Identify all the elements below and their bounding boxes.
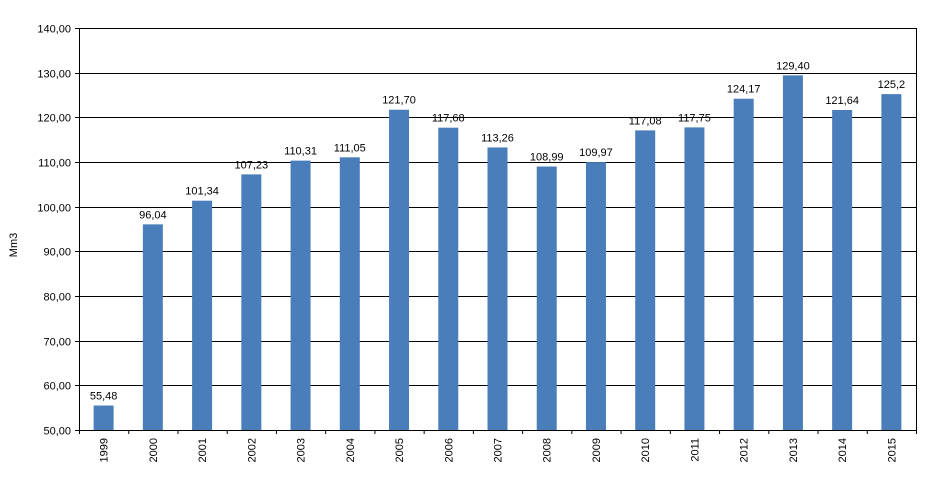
x-tick-label: 2010 — [640, 438, 652, 462]
bar-2012 — [733, 98, 754, 430]
x-tick-label: 2000 — [148, 438, 160, 462]
y-tick-label: 90,00 — [43, 247, 71, 259]
data-label-2012: 124,17 — [727, 84, 761, 96]
data-label-2009: 109,97 — [579, 147, 613, 159]
y-tick-label: 60,00 — [43, 381, 71, 393]
data-label-2014: 121,64 — [825, 95, 859, 107]
bar-2004 — [339, 157, 360, 430]
y-tick-label: 140,00 — [37, 24, 71, 36]
x-axis-ticks: 1999 2000 2001 2002 2003 2004 2005 2006 2007 2008… — [79, 430, 917, 462]
y-axis-label: Mm3 — [8, 233, 20, 257]
x-tick-label: 2011 — [689, 438, 701, 462]
data-label-2001: 101,34 — [185, 186, 219, 198]
x-tick-label: 2009 — [591, 438, 603, 462]
bar-2002 — [241, 174, 262, 430]
data-label-2011: 117,75 — [678, 112, 711, 124]
x-tick-label: 2002 — [246, 438, 258, 462]
bar-2007 — [487, 147, 508, 430]
bar-2001 — [192, 200, 213, 430]
bar-2005 — [389, 109, 410, 431]
bar-1999 — [93, 405, 114, 430]
y-tick-label: 80,00 — [43, 292, 71, 304]
data-label-2010: 117,08 — [629, 115, 662, 127]
data-label-2004: 111,05 — [334, 142, 366, 154]
bar-2009 — [585, 162, 606, 430]
x-tick-label: 2004 — [345, 438, 357, 462]
bar-2000 — [142, 224, 163, 430]
x-tick-label: 2015 — [886, 438, 898, 462]
bar-2013 — [782, 75, 803, 430]
bar-2003 — [290, 160, 311, 430]
y-tick-label: 120,00 — [37, 113, 71, 125]
bar-2006 — [438, 127, 459, 431]
x-tick-label: 2007 — [493, 438, 505, 462]
data-label-2008: 108,99 — [530, 152, 564, 164]
data-label-2003: 110,31 — [284, 146, 317, 158]
bar-2008 — [536, 166, 557, 430]
y-tick-label: 130,00 — [37, 69, 71, 81]
x-tick-label: 1999 — [99, 438, 111, 462]
data-label-1999: 55,48 — [90, 391, 118, 403]
x-tick-label: 2005 — [394, 438, 406, 462]
y-tick-label: 50,00 — [43, 426, 71, 438]
bar-2014 — [832, 110, 853, 431]
x-tick-label: 2003 — [296, 438, 308, 462]
data-label-2005: 121,70 — [382, 95, 416, 107]
data-label-2002: 107,23 — [234, 159, 268, 171]
y-tick-label: 70,00 — [43, 337, 71, 349]
y-axis-ticks: 50,00 60,00 70,00 80,00 90,00 100,00 110,00 120… — [37, 24, 79, 438]
x-tick-label: 2012 — [739, 438, 751, 462]
plot-area-border — [79, 28, 917, 431]
bar-2011 — [684, 127, 705, 430]
x-tick-label: 2006 — [443, 438, 455, 462]
x-tick-label: 2008 — [542, 438, 554, 462]
data-label-2013: 129,40 — [776, 60, 810, 72]
data-labels: 55,48 96,04 101,34 107,23 110,31 111,05 121,70… — [90, 60, 905, 402]
y-tick-label: 110,00 — [38, 158, 71, 170]
x-tick-label: 2014 — [837, 438, 849, 462]
data-label-2006: 117,68 — [432, 113, 465, 125]
data-label-2015: 125,2 — [878, 79, 906, 91]
bar-2010 — [635, 130, 656, 430]
bar-2015 — [881, 94, 902, 431]
data-label-2000: 96,04 — [139, 209, 167, 221]
bars — [93, 75, 902, 431]
y-tick-label: 100,00 — [37, 203, 71, 215]
data-label-2007: 113,26 — [481, 132, 514, 144]
x-tick-label: 2001 — [197, 438, 209, 462]
x-tick-label: 2013 — [788, 438, 800, 462]
axes — [79, 28, 917, 431]
